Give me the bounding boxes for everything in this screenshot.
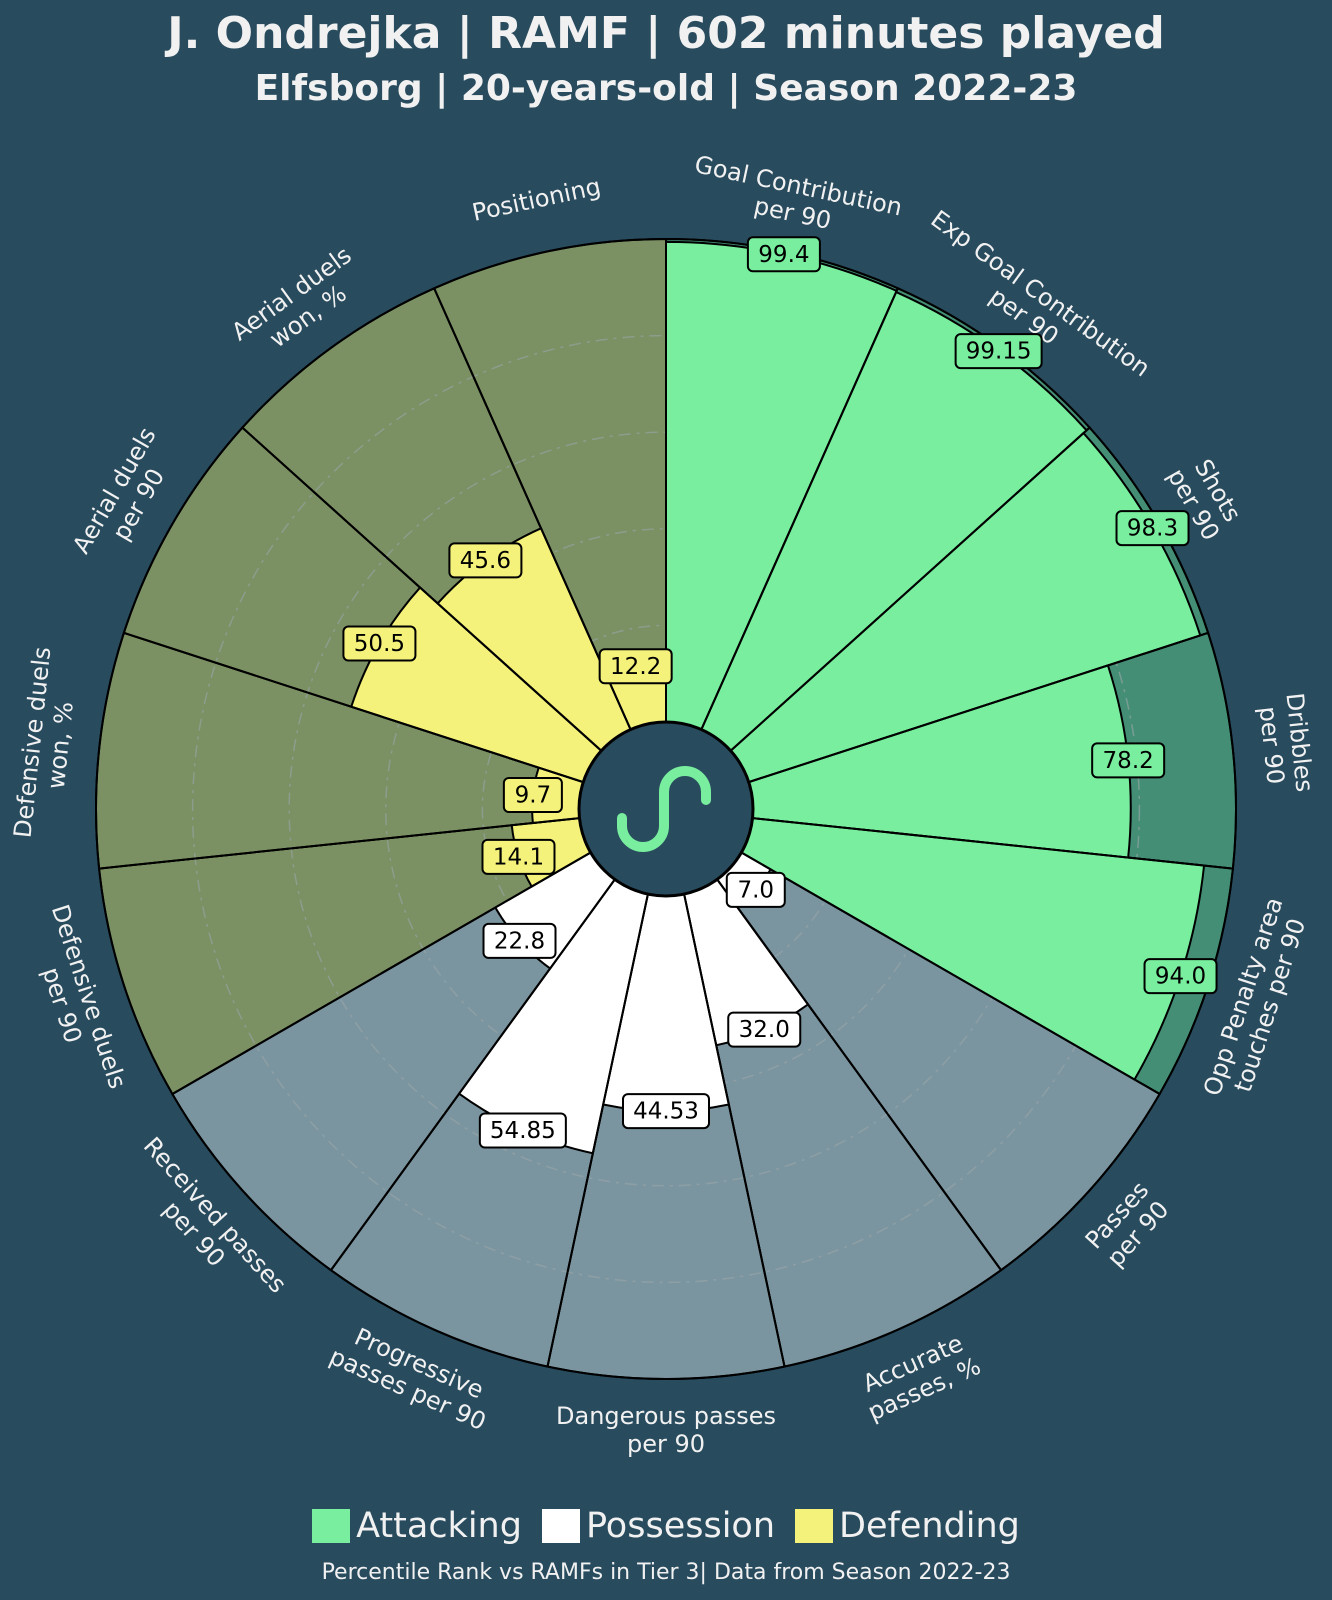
svg-text:9.7: 9.7 (515, 783, 552, 809)
svg-text:50.5: 50.5 (354, 631, 405, 657)
chart-subtitle: Elfsborg | 20-years-old | Season 2022-23 (254, 68, 1078, 109)
value-label-defensive-duels-per-90: 14.1 (481, 838, 556, 875)
legend-item-possession: Possession (541, 1506, 776, 1546)
s-wave-logo-icon (617, 766, 711, 852)
value-label-dangerous-passes-per-90: 44.53 (622, 1093, 710, 1130)
value-label-positioning: 12.2 (598, 648, 673, 685)
slice-divider (716, 878, 1002, 1271)
legend-item-defending: Defending (795, 1506, 1020, 1546)
svg-text:32.0: 32.0 (739, 1017, 790, 1043)
svg-text:14.1: 14.1 (493, 844, 544, 870)
value-label-defensive-duels-won: 9.7 (502, 777, 563, 814)
slice-divider (748, 631, 1209, 784)
grid-ring (191, 334, 1141, 1284)
slice-divider (123, 631, 584, 784)
value-label-passes-per-90: 7.0 (725, 871, 786, 908)
svg-text:98.3: 98.3 (1127, 516, 1178, 542)
slice-divider (99, 817, 580, 870)
slice-divider (740, 851, 1161, 1095)
svg-text:99.4: 99.4 (758, 242, 809, 268)
value-label-progressive-passes-per-90: 54.85 (478, 1112, 567, 1149)
value-label-shots-per-90: 98.3 (1115, 510, 1190, 547)
legend-label-defending: Defending (839, 1506, 1020, 1546)
slice-divider (752, 817, 1233, 870)
value-label-aerial-duels-per-90: 50.5 (342, 625, 417, 662)
slice-divider (171, 851, 592, 1095)
svg-text:22.8: 22.8 (494, 928, 545, 954)
slice-divider (241, 426, 603, 752)
slice-divider (546, 893, 649, 1367)
pizza-chart: Goal Contributionper 90 Exp Goal Contribu… (9, 150, 1319, 1458)
slice-divider (729, 426, 1091, 752)
slice-divider (330, 878, 616, 1271)
value-label-aerial-duels-won: 45.6 (448, 542, 523, 579)
slice-divider (683, 893, 786, 1367)
value-label-exp-goal-contribution-per-90: 99.15 (954, 333, 1043, 370)
svg-text:7.0: 7.0 (737, 877, 774, 903)
value-label-dribbles-per-90: 78.2 (1091, 742, 1166, 779)
legend-label-attacking: Attacking (356, 1506, 522, 1546)
svg-text:54.85: 54.85 (490, 1118, 556, 1144)
outer-boundary (95, 238, 1237, 1380)
value-label-accurate-passes: 32.0 (727, 1011, 802, 1048)
svg-text:99.15: 99.15 (966, 339, 1032, 365)
center-logo (577, 720, 755, 898)
value-label-opp-penalty-area-touches-per-90: 94.0 (1143, 958, 1218, 995)
value-bars (350, 240, 1206, 1155)
legend-label-possession: Possession (585, 1506, 776, 1546)
legend-swatch-possession (541, 1509, 580, 1543)
value-label-goal-contribution-per-90: 99.4 (746, 236, 821, 273)
legend-swatch-attacking (312, 1509, 351, 1543)
value-labels: 99.4 99.15 98.3 78.2 94.0 7.0 32.0 44.53 54.85 22… (342, 236, 1218, 1149)
category-label-defensive-duels-won: Defensive duelswon, % (9, 646, 85, 843)
legend-swatch-defending (795, 1509, 834, 1543)
legend: Attacking Possession Defending (0, 1506, 1332, 1546)
chart-title: J. Ondrejka | RAMF | 602 minutes played (167, 8, 1165, 59)
svg-text:78.2: 78.2 (1103, 748, 1154, 774)
legend-item-attacking: Attacking (312, 1506, 522, 1546)
svg-text:45.6: 45.6 (460, 548, 511, 574)
category-label-dangerous-passes-per-90: Dangerous passes per 90 (556, 1402, 776, 1458)
svg-text:44.53: 44.53 (633, 1099, 699, 1125)
footer-note: Percentile Rank vs RAMFs in Tier 3| Data… (321, 1560, 1011, 1585)
category-label-goal-contribution-per-90: Goal Contributionper 90 (686, 150, 904, 249)
svg-text:94.0: 94.0 (1155, 964, 1206, 990)
category-label-passes-per-90: Passesper 90 (1080, 1176, 1175, 1273)
category-label-dribbles-per-90: Dribblesper 90 (1253, 692, 1319, 797)
slice-divider (433, 287, 632, 730)
svg-text:12.2: 12.2 (610, 654, 661, 680)
category-label-positioning: Positioning (470, 172, 604, 227)
slice-divider (700, 287, 899, 730)
value-label-received-passes-per-90: 22.8 (482, 922, 557, 959)
